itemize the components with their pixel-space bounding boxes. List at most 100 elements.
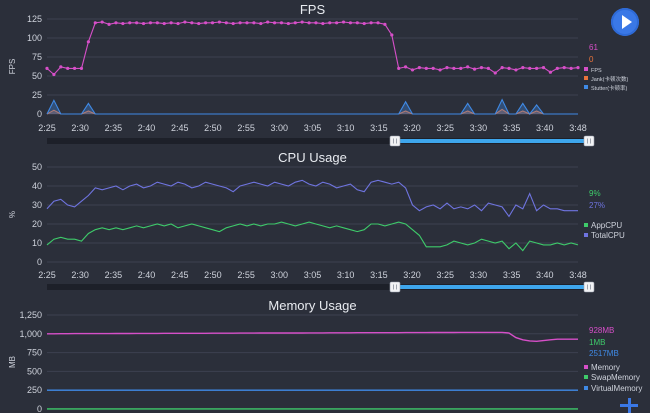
x-tick-label: 2:25 (38, 123, 56, 133)
y-tick-label: 1,250 (19, 310, 42, 320)
data-point (59, 65, 63, 69)
data-point (114, 21, 118, 25)
current-value: 1MB (589, 338, 605, 347)
x-tick-label: 3:25 (436, 123, 454, 133)
data-point (176, 21, 180, 26)
x-tick-label: 2:30 (71, 270, 89, 280)
data-point (528, 66, 532, 70)
data-point (452, 66, 456, 70)
y-tick-label: 250 (27, 385, 42, 395)
legend-swatch (584, 85, 588, 89)
y-tick-label: 10 (32, 238, 42, 248)
x-tick-label: 2:50 (204, 123, 222, 133)
x-tick-label: 3:10 (337, 270, 355, 280)
data-point (245, 21, 249, 25)
data-point (403, 65, 408, 69)
series-line (46, 221, 579, 252)
data-point (417, 66, 421, 70)
x-tick-label: 3:15 (370, 270, 388, 280)
series-line (46, 98, 578, 115)
legend-entry: VirtualMemory (591, 384, 642, 393)
x-tick-label: 3:30 (470, 270, 488, 280)
y-tick-label: 75 (32, 52, 42, 62)
data-point (217, 20, 222, 24)
timeline-track (47, 284, 588, 290)
x-tick-label: 3:30 (470, 123, 488, 133)
data-point (535, 66, 539, 70)
data-point (493, 71, 497, 75)
x-tick-label: 3:05 (304, 123, 322, 133)
play-icon[interactable] (611, 8, 639, 36)
y-tick-label: 50 (32, 71, 42, 81)
data-point (376, 21, 380, 25)
data-point (397, 66, 401, 70)
data-point (383, 22, 387, 26)
x-tick-label: 2:25 (38, 270, 56, 280)
x-tick-label: 3:05 (304, 270, 322, 280)
data-point (472, 67, 477, 71)
x-tick-label: 2:55 (237, 270, 255, 280)
data-point (390, 33, 394, 37)
timeline-handle-end[interactable] (583, 281, 595, 293)
legend-entry: FPS (591, 68, 602, 74)
data-point (121, 21, 125, 26)
data-point (335, 21, 339, 25)
legend-entry: Stutter(卡顿率) (591, 84, 628, 92)
legend-swatch (584, 375, 588, 379)
data-point (300, 20, 304, 24)
x-tick-label: 2:40 (138, 123, 156, 133)
legend-swatch (584, 233, 588, 237)
legend-swatch (584, 67, 588, 71)
x-tick-label: 3:40 (536, 123, 554, 133)
data-point (148, 21, 153, 25)
data-point (466, 65, 470, 69)
y-tick-label: 40 (32, 181, 42, 191)
y-tick-label: 1,000 (19, 329, 42, 339)
data-point (79, 66, 84, 70)
x-tick-label: 2:35 (105, 270, 123, 280)
y-tick-label: 750 (27, 348, 42, 358)
legend-entry: Jank(卡顿次数) (591, 75, 628, 83)
y-axis-label: FPS (8, 59, 17, 75)
series-line (46, 179, 578, 218)
data-point (328, 21, 332, 25)
x-tick-label: 2:55 (237, 123, 255, 133)
x-tick-label: 3:20 (403, 123, 421, 133)
x-tick-label: 3:10 (337, 123, 355, 133)
data-point (107, 22, 111, 26)
data-point (204, 21, 208, 25)
data-point (410, 68, 415, 72)
chart-title: FPS (300, 2, 326, 17)
series-area (47, 109, 578, 114)
timeline-selection (395, 285, 590, 289)
data-point (431, 66, 435, 70)
data-point (348, 21, 353, 25)
data-point (562, 66, 566, 70)
y-tick-label: 0 (37, 404, 42, 413)
timeline-handle-start[interactable] (389, 135, 401, 147)
x-tick-label: 2:30 (71, 123, 89, 133)
data-point (45, 66, 49, 70)
data-point (66, 66, 70, 70)
legend-swatch (584, 386, 588, 390)
data-point (362, 21, 366, 26)
y-tick-label: 100 (27, 33, 42, 43)
y-tick-label: 125 (27, 14, 42, 24)
data-point (314, 21, 318, 25)
data-point (86, 40, 90, 44)
data-point (259, 21, 263, 26)
y-tick-label: 0 (37, 109, 42, 119)
current-value: 27% (589, 201, 605, 210)
add-icon[interactable] (620, 398, 638, 413)
data-point (141, 21, 146, 26)
data-point (279, 21, 284, 25)
data-point (231, 21, 235, 26)
data-point (355, 21, 359, 25)
y-tick-label: 20 (32, 219, 42, 229)
data-point (438, 68, 442, 72)
timeline-handle-end[interactable] (583, 135, 595, 147)
timeline-handle-start[interactable] (389, 281, 401, 293)
data-point (210, 21, 215, 25)
current-value: 0 (589, 55, 594, 64)
legend-entry: TotalCPU (591, 231, 625, 240)
